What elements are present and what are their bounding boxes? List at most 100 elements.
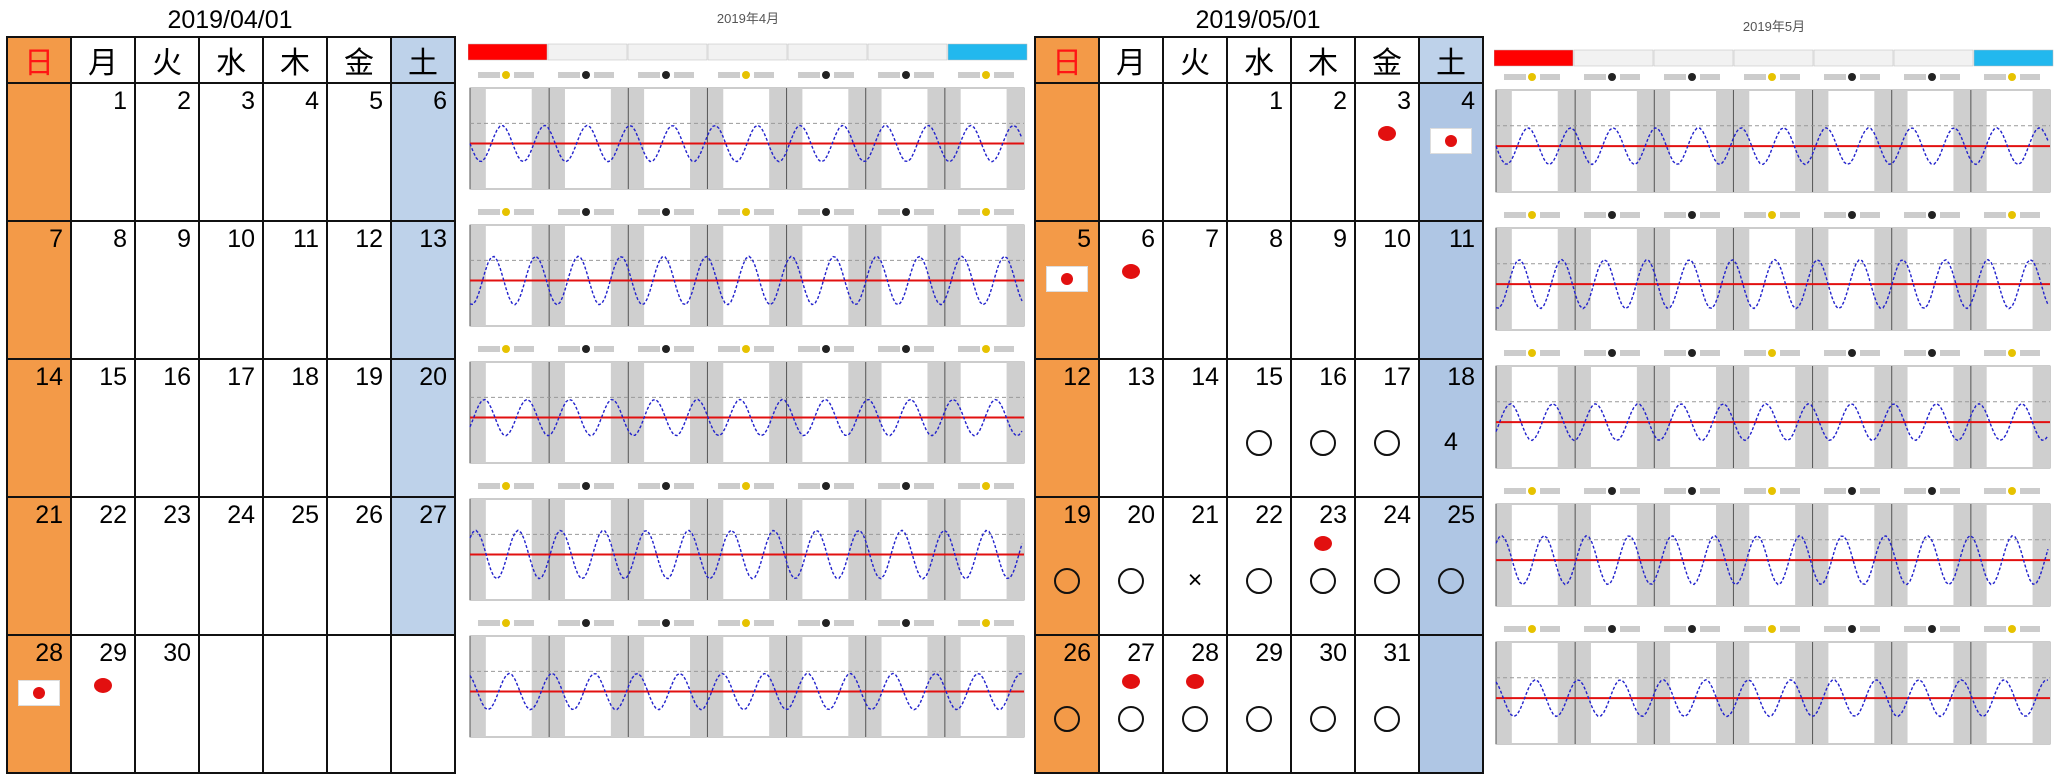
april-day-cell[interactable]: 30 xyxy=(134,634,200,774)
may-day-cell[interactable]: 2 xyxy=(1290,82,1356,222)
night-band xyxy=(865,225,882,326)
april-day-cell[interactable]: 8 xyxy=(70,220,136,360)
tide-label-text xyxy=(514,209,534,215)
day-number xyxy=(392,636,454,639)
tide-label-text xyxy=(914,72,934,78)
may-day-cell[interactable]: 1 xyxy=(1226,82,1292,222)
day-number: 1 xyxy=(113,87,127,115)
april-day-cell[interactable]: 16 xyxy=(134,358,200,498)
may-day-cell[interactable]: 3 xyxy=(1354,82,1420,222)
may-day-cell[interactable]: 24 xyxy=(1354,496,1420,636)
april-day-cell[interactable]: 11 xyxy=(262,220,328,360)
night-band xyxy=(1636,228,1655,330)
april-day-cell[interactable]: 5 xyxy=(326,82,392,222)
night-band xyxy=(865,88,882,189)
may-day-cell[interactable]: 8 xyxy=(1226,220,1292,360)
april-day-cell[interactable]: 24 xyxy=(198,496,264,636)
may-day-cell[interactable]: 13 xyxy=(1098,358,1164,498)
may-day-cell[interactable]: 19 xyxy=(1034,496,1100,636)
may-day-cell[interactable]: 29 xyxy=(1226,634,1292,774)
night-band xyxy=(1795,228,1813,330)
may-day-cell[interactable]: 21 × xyxy=(1162,496,1228,636)
april-day-cell[interactable] xyxy=(326,634,392,774)
night-band xyxy=(927,499,945,600)
may-day-cell[interactable]: 4 xyxy=(1418,82,1484,222)
may-day-cell[interactable] xyxy=(1034,82,1100,222)
april-day-cell[interactable]: 15 xyxy=(70,358,136,498)
night-band xyxy=(2032,366,2050,468)
tide-wave xyxy=(1495,678,2049,718)
may-day-cell[interactable]: 16 xyxy=(1290,358,1356,498)
may-day-cell[interactable]: 26 xyxy=(1034,634,1100,774)
may-day-cell[interactable] xyxy=(1162,82,1228,222)
may-day-cell[interactable]: 27 xyxy=(1098,634,1164,774)
tide-label-text xyxy=(2020,626,2040,632)
april-day-cell[interactable]: 26 xyxy=(326,496,392,636)
april-day-cell[interactable]: 4 xyxy=(262,82,328,222)
april-day-cell[interactable]: 3 xyxy=(198,82,264,222)
night-band xyxy=(1496,228,1512,330)
april-day-cell[interactable]: 17 xyxy=(198,358,264,498)
april-day-cell[interactable]: 28 xyxy=(6,634,72,774)
april-day-cell[interactable]: 18 xyxy=(262,358,328,498)
may-day-cell[interactable]: 22 xyxy=(1226,496,1292,636)
moon-phase-icon xyxy=(1528,211,1536,219)
april-day-cell[interactable]: 14 xyxy=(6,358,72,498)
may-day-cell[interactable]: 18 4 xyxy=(1418,358,1484,498)
april-day-cell[interactable] xyxy=(390,634,456,774)
april-day-cell[interactable]: 2 xyxy=(134,82,200,222)
tide-label-text xyxy=(594,346,614,352)
april-day-cell[interactable]: 20 xyxy=(390,358,456,498)
tide-wave xyxy=(469,398,1023,437)
april-day-cell[interactable]: 23 xyxy=(134,496,200,636)
may-day-cell[interactable]: 5 xyxy=(1034,220,1100,360)
night-band xyxy=(1496,366,1512,468)
night-band xyxy=(549,362,565,463)
may-day-cell[interactable]: 30 xyxy=(1290,634,1356,774)
may-day-cell[interactable]: 12 xyxy=(1034,358,1100,498)
tide-label-text xyxy=(878,209,900,215)
night-band xyxy=(531,362,550,463)
day-number: 22 xyxy=(99,501,127,529)
april-day-cell[interactable]: 6 xyxy=(390,82,456,222)
april-day-cell[interactable]: 13 xyxy=(390,220,456,360)
may-day-cell[interactable]: 25 xyxy=(1418,496,1484,636)
april-day-cell[interactable]: 19 xyxy=(326,358,392,498)
night-band xyxy=(1557,642,1576,744)
april-day-cell[interactable] xyxy=(198,634,264,774)
tide-label-text xyxy=(1780,488,1800,494)
may-day-cell[interactable]: 7 xyxy=(1162,220,1228,360)
april-day-cell[interactable]: 10 xyxy=(198,220,264,360)
may-day-cell[interactable]: 6 xyxy=(1098,220,1164,360)
tide-label-text xyxy=(718,209,740,215)
may-day-cell[interactable]: 9 xyxy=(1290,220,1356,360)
april-day-cell[interactable]: 1 xyxy=(70,82,136,222)
april-day-cell[interactable]: 21 xyxy=(6,496,72,636)
april-day-cell[interactable] xyxy=(6,82,72,222)
may-day-cell[interactable]: 28 xyxy=(1162,634,1228,774)
april-day-cell[interactable] xyxy=(262,634,328,774)
may-day-cell[interactable]: 11 xyxy=(1418,220,1484,360)
may-day-cell[interactable] xyxy=(1418,634,1484,774)
may-day-cell[interactable]: 14 xyxy=(1162,358,1228,498)
april-day-cell[interactable]: 29 xyxy=(70,634,136,774)
may-day-cell[interactable]: 17 xyxy=(1354,358,1420,498)
may-day-cell[interactable]: 31 xyxy=(1354,634,1420,774)
may-day-cell[interactable]: 20 xyxy=(1098,496,1164,636)
april-day-cell[interactable]: 25 xyxy=(262,496,328,636)
night-band xyxy=(1716,642,1734,744)
may-day-cell[interactable]: 10 xyxy=(1354,220,1420,360)
tide-label-text xyxy=(478,620,500,626)
may-day-cell[interactable] xyxy=(1098,82,1164,222)
april-day-cell[interactable]: 22 xyxy=(70,496,136,636)
april-day-cell[interactable]: 27 xyxy=(390,496,456,636)
night-band xyxy=(1891,504,1908,606)
april-day-cell[interactable]: 9 xyxy=(134,220,200,360)
april-day-cell[interactable]: 12 xyxy=(326,220,392,360)
day-number: 4 xyxy=(1461,87,1475,115)
may-day-cell[interactable]: 23 xyxy=(1290,496,1356,636)
night-band xyxy=(1006,499,1024,600)
may-day-cell[interactable]: 15 xyxy=(1226,358,1292,498)
april-day-cell[interactable]: 7 xyxy=(6,220,72,360)
night-band xyxy=(628,362,645,463)
